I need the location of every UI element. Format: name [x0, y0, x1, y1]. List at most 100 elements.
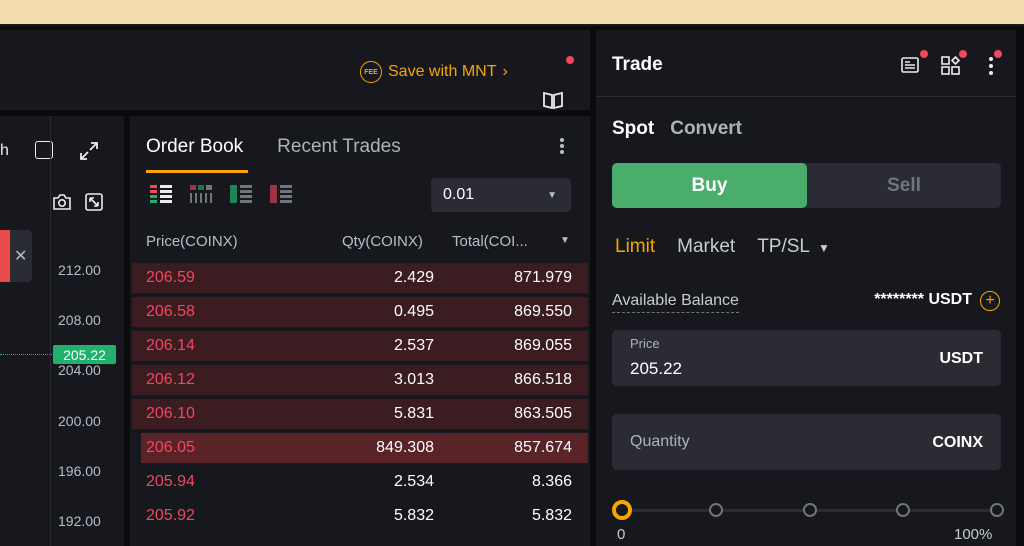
- trade-title: Trade: [612, 54, 663, 75]
- available-balance-label: Available Balance: [612, 292, 739, 313]
- row-total: 863.505: [514, 405, 572, 422]
- save-with-mnt-label: Save with MNT: [388, 63, 497, 80]
- row-total: 5.832: [531, 507, 572, 524]
- table-row[interactable]: 206.14 2.537 869.055: [132, 330, 588, 362]
- slider-step[interactable]: [990, 503, 1004, 517]
- axis-tick: 212.00: [58, 262, 101, 278]
- caret-down-icon: ▼: [818, 241, 830, 255]
- depth-bar: [132, 331, 588, 361]
- chevron-right-icon: ›: [502, 63, 508, 80]
- notification-dot: [994, 50, 1002, 58]
- buy-button[interactable]: Buy: [612, 163, 807, 208]
- layout-sell-icon[interactable]: [270, 185, 292, 203]
- row-qty: 5.832: [393, 507, 434, 524]
- layout-buy-icon[interactable]: [230, 185, 252, 203]
- notification-dot: [920, 50, 928, 58]
- row-total: 8.366: [531, 473, 572, 490]
- current-price-line: [0, 354, 52, 355]
- slider-step[interactable]: [709, 503, 723, 517]
- top-banner: [0, 0, 1024, 26]
- book-icon[interactable]: [542, 90, 564, 110]
- tab-limit[interactable]: Limit: [615, 236, 656, 257]
- price-field[interactable]: Price 205.22 USDT: [612, 330, 1001, 386]
- save-with-mnt-link[interactable]: FEE Save with MNT ›: [360, 60, 508, 84]
- active-tab-underline: [146, 170, 248, 173]
- depth-bar: [132, 297, 588, 327]
- tab-tpsl[interactable]: TP/SL ▼: [757, 236, 830, 258]
- tab-order-book[interactable]: Order Book: [146, 136, 244, 157]
- close-overlay-tab[interactable]: ✕: [0, 230, 32, 282]
- header-total[interactable]: Total(COI...: [452, 233, 528, 250]
- sell-button[interactable]: Sell: [887, 174, 921, 196]
- fit-screen-icon[interactable]: [84, 192, 104, 212]
- table-row[interactable]: 205.94 2.534 8.366: [132, 466, 588, 498]
- tab-convert[interactable]: Convert: [670, 118, 743, 139]
- header-qty: Qty(COINX): [342, 233, 423, 250]
- tab-tpsl-label: TP/SL: [757, 236, 811, 257]
- price-field-value: 205.22: [630, 359, 682, 378]
- more-options-icon[interactable]: [554, 136, 570, 156]
- widgets-icon[interactable]: [940, 54, 962, 76]
- depth-bar: [132, 263, 588, 293]
- checkbox-icon[interactable]: [35, 141, 53, 159]
- slider-step[interactable]: [896, 503, 910, 517]
- quantity-field-unit: COINX: [932, 434, 983, 451]
- precision-value: 0.01: [443, 186, 475, 203]
- header-price: Price(COINX): [146, 233, 238, 250]
- layout-both-icon[interactable]: [150, 185, 172, 203]
- trade-type-tabs: Spot Convert: [612, 118, 742, 140]
- sell-bar: [0, 230, 10, 282]
- tab-market[interactable]: Market: [677, 236, 736, 257]
- news-icon[interactable]: [900, 54, 922, 76]
- chart-interval-label[interactable]: h: [0, 142, 9, 159]
- order-book-panel: Order Book Recent Trades 0.01: [130, 116, 590, 546]
- fee-icon: FEE: [360, 61, 382, 83]
- quantity-field[interactable]: Quantity COINX: [612, 414, 1001, 470]
- caret-down-icon: ▼: [547, 189, 557, 201]
- row-qty: 2.537: [393, 337, 434, 354]
- tab-spot[interactable]: Spot: [612, 118, 655, 139]
- slider-min-label: 0: [617, 526, 626, 543]
- expand-icon[interactable]: [78, 140, 100, 162]
- table-row[interactable]: 206.58 0.495 869.550: [132, 296, 588, 328]
- axis-tick: 200.00: [58, 413, 101, 429]
- table-row[interactable]: 206.12 3.013 866.518: [132, 364, 588, 396]
- price-field-label: Price: [630, 336, 660, 351]
- table-row[interactable]: 205.92 5.832 5.832: [132, 500, 588, 532]
- chart-header-panel: FEE Save with MNT ›: [0, 30, 590, 110]
- tab-recent-trades[interactable]: Recent Trades: [277, 136, 401, 157]
- price-field-unit: USDT: [939, 350, 983, 367]
- table-row[interactable]: 206.10 5.831 863.505: [132, 398, 588, 430]
- slider-handle[interactable]: [612, 500, 632, 520]
- row-price: 206.14: [146, 337, 195, 354]
- row-qty: 3.013: [393, 371, 434, 388]
- deposit-plus-icon[interactable]: +: [980, 291, 1000, 311]
- trade-panel: Trade Spot Convert Buy Sell Limit Market…: [596, 30, 1016, 546]
- table-row[interactable]: 206.59 2.429 871.979: [132, 262, 588, 294]
- more-options-icon[interactable]: [986, 54, 996, 76]
- row-qty: 0.495: [393, 303, 434, 320]
- slider-max-label: 100%: [954, 526, 993, 543]
- table-row[interactable]: 206.05 849.308 857.674: [132, 432, 588, 464]
- camera-icon[interactable]: [52, 192, 72, 212]
- row-qty: 5.831: [393, 405, 434, 422]
- slider-step[interactable]: [803, 503, 817, 517]
- row-qty: 2.534: [393, 473, 434, 490]
- row-price: 206.05: [146, 439, 195, 456]
- row-total: 857.674: [514, 439, 572, 456]
- caret-down-icon[interactable]: ▼: [560, 235, 570, 246]
- axis-tick: 192.00: [58, 513, 101, 529]
- row-total: 869.550: [514, 303, 572, 320]
- buy-sell-toggle: Buy Sell: [612, 163, 1001, 208]
- layout-grid-icon[interactable]: [190, 185, 212, 203]
- close-icon[interactable]: ✕: [14, 248, 28, 265]
- layout-switcher: [150, 185, 292, 203]
- row-price: 206.59: [146, 269, 195, 286]
- precision-select[interactable]: 0.01 ▼: [431, 178, 571, 212]
- axis-tick: 208.00: [58, 312, 101, 328]
- chart-area[interactable]: h ✕ 212.00 208.00 204.00 200.00 196.00 1…: [0, 116, 124, 546]
- notification-dot: [959, 50, 967, 58]
- current-price-marker: 205.22: [53, 345, 116, 364]
- available-balance-value: ******** USDT: [874, 291, 972, 308]
- notification-dot: [566, 56, 574, 64]
